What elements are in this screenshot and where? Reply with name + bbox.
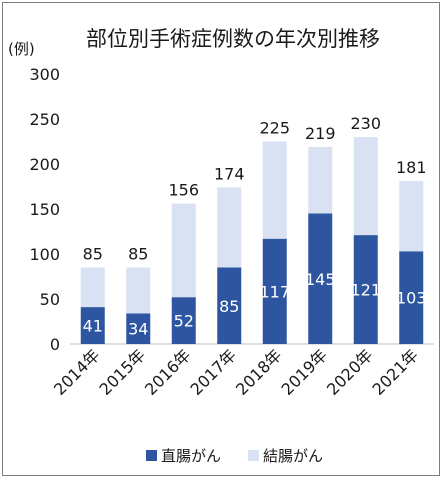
bar-colon-cancer bbox=[262, 141, 287, 239]
data-label-rectal: 103 bbox=[396, 289, 427, 308]
legend-label-rectal: 直腸がん bbox=[161, 447, 221, 465]
x-tick-label: 2016年 bbox=[141, 345, 195, 399]
data-label-rectal: 41 bbox=[83, 317, 103, 336]
data-label-total: 85 bbox=[83, 245, 103, 264]
x-tick-label: 2018年 bbox=[232, 345, 286, 399]
x-tick-label: 2015年 bbox=[96, 345, 150, 399]
data-label-total: 174 bbox=[214, 164, 245, 183]
y-tick-label: 100 bbox=[29, 245, 60, 264]
x-tick-label: 2020年 bbox=[323, 345, 377, 399]
y-tick-label: 250 bbox=[29, 110, 60, 129]
legend-swatch-rectal bbox=[146, 450, 157, 461]
data-label-total: 230 bbox=[350, 114, 381, 133]
data-label-rectal: 52 bbox=[174, 312, 194, 331]
bar-colon-cancer bbox=[399, 181, 424, 252]
data-label-total: 156 bbox=[168, 181, 199, 200]
data-label-total: 85 bbox=[128, 245, 148, 264]
y-tick-label: 200 bbox=[29, 155, 60, 174]
data-label-rectal: 145 bbox=[305, 270, 336, 289]
y-tick-label: 150 bbox=[29, 200, 60, 219]
bar-colon-cancer bbox=[353, 137, 378, 236]
data-label-rectal: 34 bbox=[128, 320, 148, 339]
bar-colon-cancer bbox=[217, 187, 242, 268]
data-label-total: 181 bbox=[396, 158, 427, 177]
chart-title: 部位別手術症例数の年次別推移 bbox=[86, 27, 380, 51]
data-label-rectal: 85 bbox=[219, 297, 239, 316]
x-tick-label: 2017年 bbox=[187, 345, 241, 399]
data-label-total: 225 bbox=[259, 119, 290, 138]
bar-rectal-cancer bbox=[399, 251, 424, 344]
bar-colon-cancer bbox=[80, 267, 105, 308]
bar-rectal-cancer bbox=[80, 307, 105, 344]
y-tick-label: 0 bbox=[50, 335, 60, 354]
data-label-rectal: 117 bbox=[259, 282, 290, 301]
data-label-rectal: 121 bbox=[350, 281, 381, 300]
legend-label-colon: 結腸がん bbox=[263, 447, 323, 465]
x-tick-label: 2021年 bbox=[369, 345, 423, 399]
bar-colon-cancer bbox=[126, 267, 151, 314]
bar-colon-cancer bbox=[171, 203, 196, 298]
bar-colon-cancer bbox=[308, 146, 333, 214]
bar-rectal-cancer bbox=[217, 267, 242, 344]
data-label-total: 219 bbox=[305, 124, 336, 143]
y-tick-label: 50 bbox=[40, 290, 60, 309]
x-tick-label: 2019年 bbox=[278, 345, 332, 399]
y-tick-label: 300 bbox=[29, 65, 60, 84]
bar-rectal-cancer bbox=[171, 297, 196, 344]
legend-swatch-colon bbox=[248, 450, 259, 461]
bar-rectal-cancer bbox=[262, 238, 287, 344]
bar-rectal-cancer bbox=[126, 313, 151, 344]
bar-rectal-cancer bbox=[353, 235, 378, 344]
bar-rectal-cancer bbox=[308, 213, 333, 344]
y-axis-unit: (例) bbox=[8, 40, 35, 58]
